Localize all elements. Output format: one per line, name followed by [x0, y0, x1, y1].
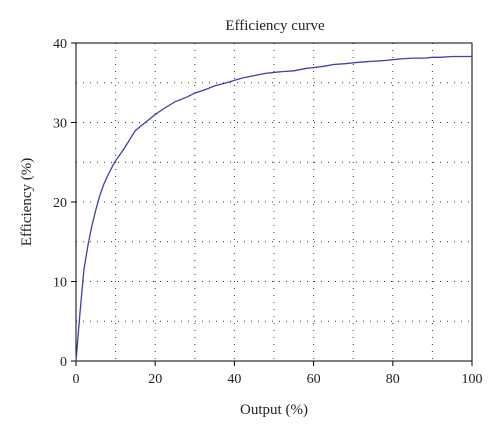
- y-tick-label: 0: [60, 355, 67, 370]
- y-axis-title: Efficiency (%): [19, 158, 35, 246]
- chart-title: Efficiency curve: [225, 18, 325, 34]
- x-tick-label: 80: [386, 372, 400, 387]
- x-tick-label: 100: [462, 372, 483, 387]
- grid: [76, 43, 472, 361]
- x-tick-label: 20: [148, 372, 162, 387]
- x-tick-label: 60: [307, 372, 321, 387]
- axis-ticks: 0 20 40 60 80 100 0 10 20 30 40: [53, 37, 483, 387]
- x-tick-label: 40: [227, 372, 241, 387]
- y-tick-label: 20: [53, 196, 67, 211]
- y-tick-label: 40: [53, 37, 67, 52]
- y-tick-label: 30: [53, 117, 67, 132]
- x-axis-title: Output (%): [240, 402, 308, 418]
- series-layer: [75, 55, 472, 362]
- y-tick-label: 10: [53, 276, 67, 291]
- efficiency-series-line: [75, 55, 472, 362]
- x-tick-label: 0: [73, 372, 80, 387]
